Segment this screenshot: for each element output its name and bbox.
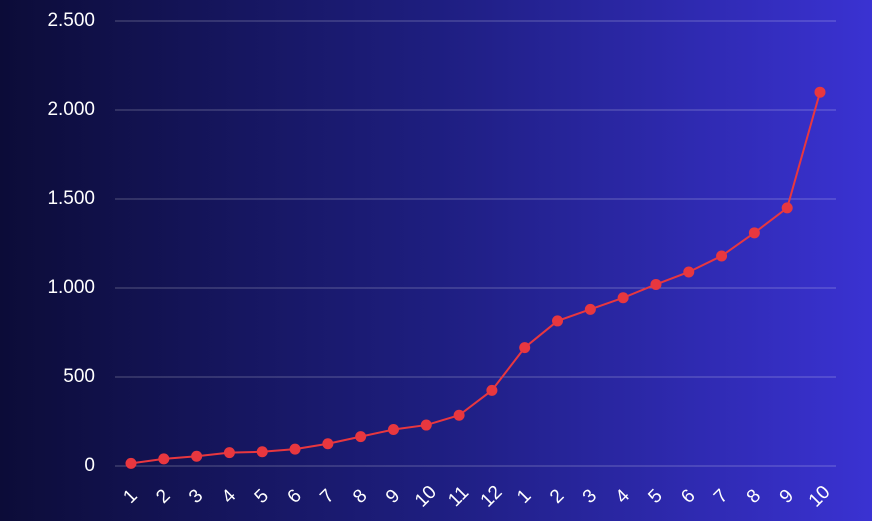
y-tick-label: 0 [84, 455, 95, 476]
point [716, 250, 728, 262]
point [650, 278, 662, 290]
point [519, 342, 531, 354]
y-tick-label: 2.000 [47, 99, 95, 120]
point [748, 227, 760, 239]
point [814, 86, 826, 98]
point [584, 303, 596, 315]
point [125, 457, 137, 469]
point [355, 431, 367, 443]
point [617, 292, 629, 304]
point [683, 266, 695, 278]
y-tick-label: 2.500 [47, 10, 95, 31]
point [322, 438, 334, 450]
point [289, 443, 301, 455]
point [552, 315, 564, 327]
point [256, 446, 268, 458]
line [130, 91, 821, 465]
point [781, 202, 793, 214]
point [486, 384, 498, 396]
point [453, 409, 465, 421]
point [158, 453, 170, 465]
point [387, 424, 399, 436]
y-tick-label: 500 [63, 366, 95, 387]
point [223, 447, 235, 459]
y-tick-label: 1.500 [47, 188, 95, 209]
point [191, 450, 203, 462]
y-tick-label: 1.000 [47, 277, 95, 298]
point [420, 419, 432, 431]
